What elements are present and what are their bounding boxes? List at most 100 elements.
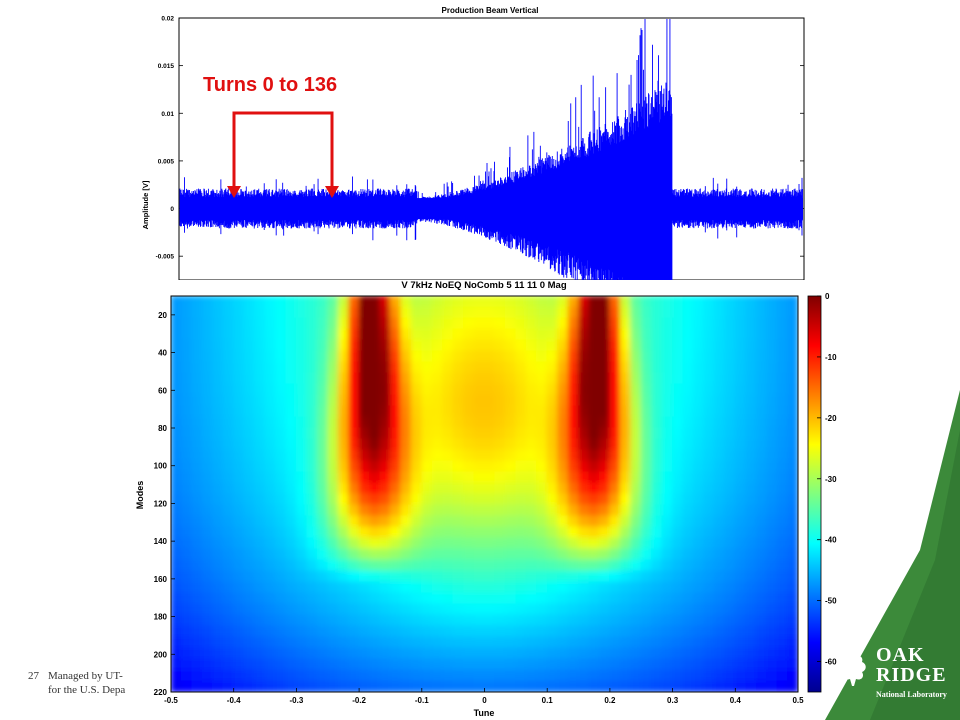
- heatmap-cell: [703, 361, 715, 374]
- heatmap-cell: [264, 559, 276, 572]
- heatmap-cell: [431, 570, 444, 583]
- heatmap-cell: [651, 493, 663, 506]
- heatmap-cell: [693, 548, 705, 561]
- heatmap-cell: [316, 350, 329, 363]
- heatmap-cell: [421, 317, 433, 330]
- heatmap-cell: [494, 647, 506, 660]
- heatmap-cell: [316, 592, 329, 605]
- heatmap-y-tick-label: 140: [154, 537, 168, 546]
- heatmap-cell: [713, 515, 726, 528]
- heatmap-cell: [243, 581, 256, 594]
- heatmap-cell: [171, 493, 182, 506]
- heatmap-cell: [693, 603, 705, 616]
- heatmap-cell: [745, 394, 757, 407]
- heatmap-cell: [745, 449, 757, 462]
- heatmap-cell: [348, 581, 360, 594]
- heatmap-cell: [243, 471, 256, 484]
- heatmap-cell: [348, 493, 360, 506]
- heatmap-cell: [337, 328, 350, 341]
- heatmap-cell: [787, 581, 798, 594]
- heatmap-cell: [745, 592, 757, 605]
- heatmap-cell: [337, 625, 350, 638]
- heatmap-cell: [724, 581, 736, 594]
- heatmap-cell: [473, 570, 485, 583]
- heatmap-cell: [463, 438, 475, 451]
- heatmap-cell: [588, 416, 600, 429]
- waveform-y-tick-label: 0.015: [158, 63, 175, 70]
- heatmap-cell: [504, 350, 517, 363]
- heatmap-cell: [651, 482, 663, 495]
- heatmap-cell: [442, 647, 454, 660]
- heatmap-cell: [567, 669, 580, 682]
- heatmap-cell: [421, 482, 433, 495]
- heatmap-cell: [619, 504, 632, 517]
- colorbar-ticks: 0-10-20-30-40-50-60: [817, 292, 837, 667]
- heatmap-cell: [442, 383, 454, 396]
- heatmap-cell: [672, 350, 684, 363]
- heatmap-cell: [442, 449, 454, 462]
- heatmap-cell: [787, 471, 798, 484]
- heatmap-cell: [171, 372, 182, 385]
- heatmap-cell: [525, 592, 538, 605]
- heatmap-x-tick-label: -0.5: [164, 696, 178, 705]
- heatmap-cell: [243, 658, 256, 671]
- heatmap-cell: [379, 306, 391, 319]
- heatmap-cell: [484, 460, 496, 473]
- heatmap-cell: [389, 449, 402, 462]
- heatmap-cell: [410, 603, 423, 616]
- heatmap-cell: [275, 559, 287, 572]
- heatmap-cell: [358, 548, 371, 561]
- heatmap-cell: [525, 603, 538, 616]
- heatmap-cell: [264, 427, 276, 440]
- heatmap-cell: [285, 460, 297, 473]
- heatmap-cell: [598, 350, 611, 363]
- heatmap-cell: [285, 647, 297, 660]
- heatmap-cell: [442, 306, 454, 319]
- heatmap-cell: [661, 526, 674, 539]
- heatmap-cell: [693, 317, 705, 330]
- heatmap-cell: [421, 405, 433, 418]
- heatmap-cell: [557, 504, 569, 517]
- heatmap-cell: [275, 515, 287, 528]
- heatmap-cell: [504, 570, 517, 583]
- heatmap-cell: [212, 548, 224, 561]
- heatmap-cell: [180, 460, 193, 473]
- heatmap-cell: [222, 603, 235, 616]
- heatmap-cell: [693, 647, 705, 660]
- heatmap-cell: [306, 438, 318, 451]
- heatmap-cell: [609, 471, 621, 484]
- heatmap-cell: [233, 394, 245, 407]
- heatmap-cell: [536, 394, 548, 407]
- heatmap-cell: [431, 317, 444, 330]
- heatmap-cell: [578, 504, 590, 517]
- heatmap-cell: [222, 614, 235, 627]
- heatmap-cell: [306, 328, 318, 341]
- heatmap-cell: [316, 296, 329, 308]
- heatmap-cell: [682, 614, 694, 627]
- heatmap-cell: [724, 339, 736, 352]
- heatmap-cell: [546, 339, 559, 352]
- heatmap-cell: [233, 559, 245, 572]
- heatmap-cell: [222, 427, 235, 440]
- heatmap-cell: [609, 460, 621, 473]
- heatmap-cell: [327, 537, 339, 550]
- heatmap-cell: [463, 361, 475, 374]
- heatmap-cell: [243, 636, 256, 649]
- heatmap-cell: [295, 515, 308, 528]
- heatmap-cell: [358, 383, 371, 396]
- heatmap-cell: [306, 471, 318, 484]
- heatmap-cell: [306, 647, 318, 660]
- heatmap-cell: [379, 526, 391, 539]
- heatmap-cell: [724, 504, 736, 517]
- heatmap-cell: [651, 570, 663, 583]
- heatmap-cell: [776, 493, 789, 506]
- heatmap-cell: [473, 339, 485, 352]
- heatmap-cell: [327, 471, 339, 484]
- heatmap-cell: [598, 592, 611, 605]
- heatmap-cell: [755, 372, 768, 385]
- heatmap-cell: [306, 361, 318, 374]
- heatmap-cell: [525, 526, 538, 539]
- heatmap-cell: [327, 493, 339, 506]
- heatmap-cell: [358, 625, 371, 638]
- heatmap-cell: [609, 537, 621, 550]
